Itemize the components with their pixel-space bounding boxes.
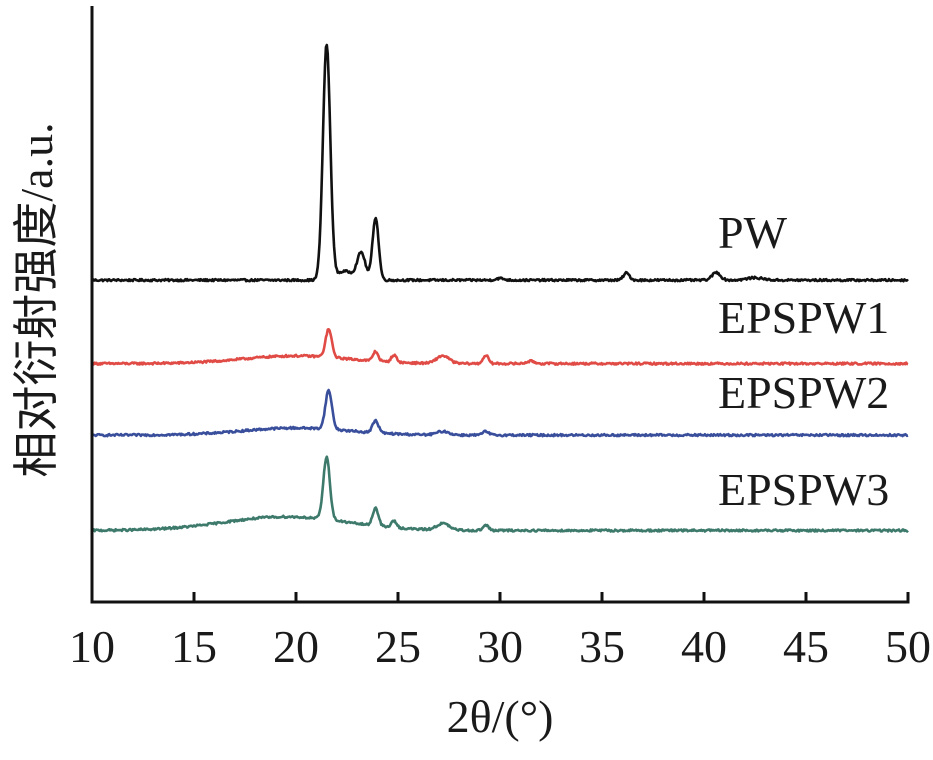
series-line-pw <box>91 43 909 283</box>
series-line-epspw3 <box>91 455 909 533</box>
series-label-epspw1: EPSPW1 <box>718 292 889 343</box>
y-axis-title: 相对衍射强度/a.u. <box>11 122 62 477</box>
x-tick-label-20: 20 <box>273 621 319 672</box>
series-line-epspw1 <box>90 327 909 366</box>
series-label-epspw2: EPSPW2 <box>718 367 889 418</box>
x-tick-label-45: 45 <box>783 621 829 672</box>
x-tick-label-15: 15 <box>171 621 217 672</box>
x-tick-label-50: 50 <box>885 621 931 672</box>
axes: 10 15 20 25 30 35 40 45 50 <box>69 6 931 672</box>
x-tick-label-30: 30 <box>477 621 523 672</box>
series-lines <box>90 43 909 533</box>
series-label-pw: PW <box>718 207 788 258</box>
x-tick-label-25: 25 <box>375 621 421 672</box>
x-tick-label-35: 35 <box>579 621 625 672</box>
x-tick-label-10: 10 <box>69 621 115 672</box>
series-line-epspw2 <box>91 388 909 438</box>
series-labels: PW EPSPW1 EPSPW2 EPSPW3 <box>718 207 889 515</box>
x-axis-title: 2θ/(°) <box>447 691 554 742</box>
x-ticks: 10 15 20 25 30 35 40 45 50 <box>69 592 931 672</box>
series-label-epspw3: EPSPW3 <box>718 464 889 515</box>
x-tick-label-40: 40 <box>681 621 727 672</box>
